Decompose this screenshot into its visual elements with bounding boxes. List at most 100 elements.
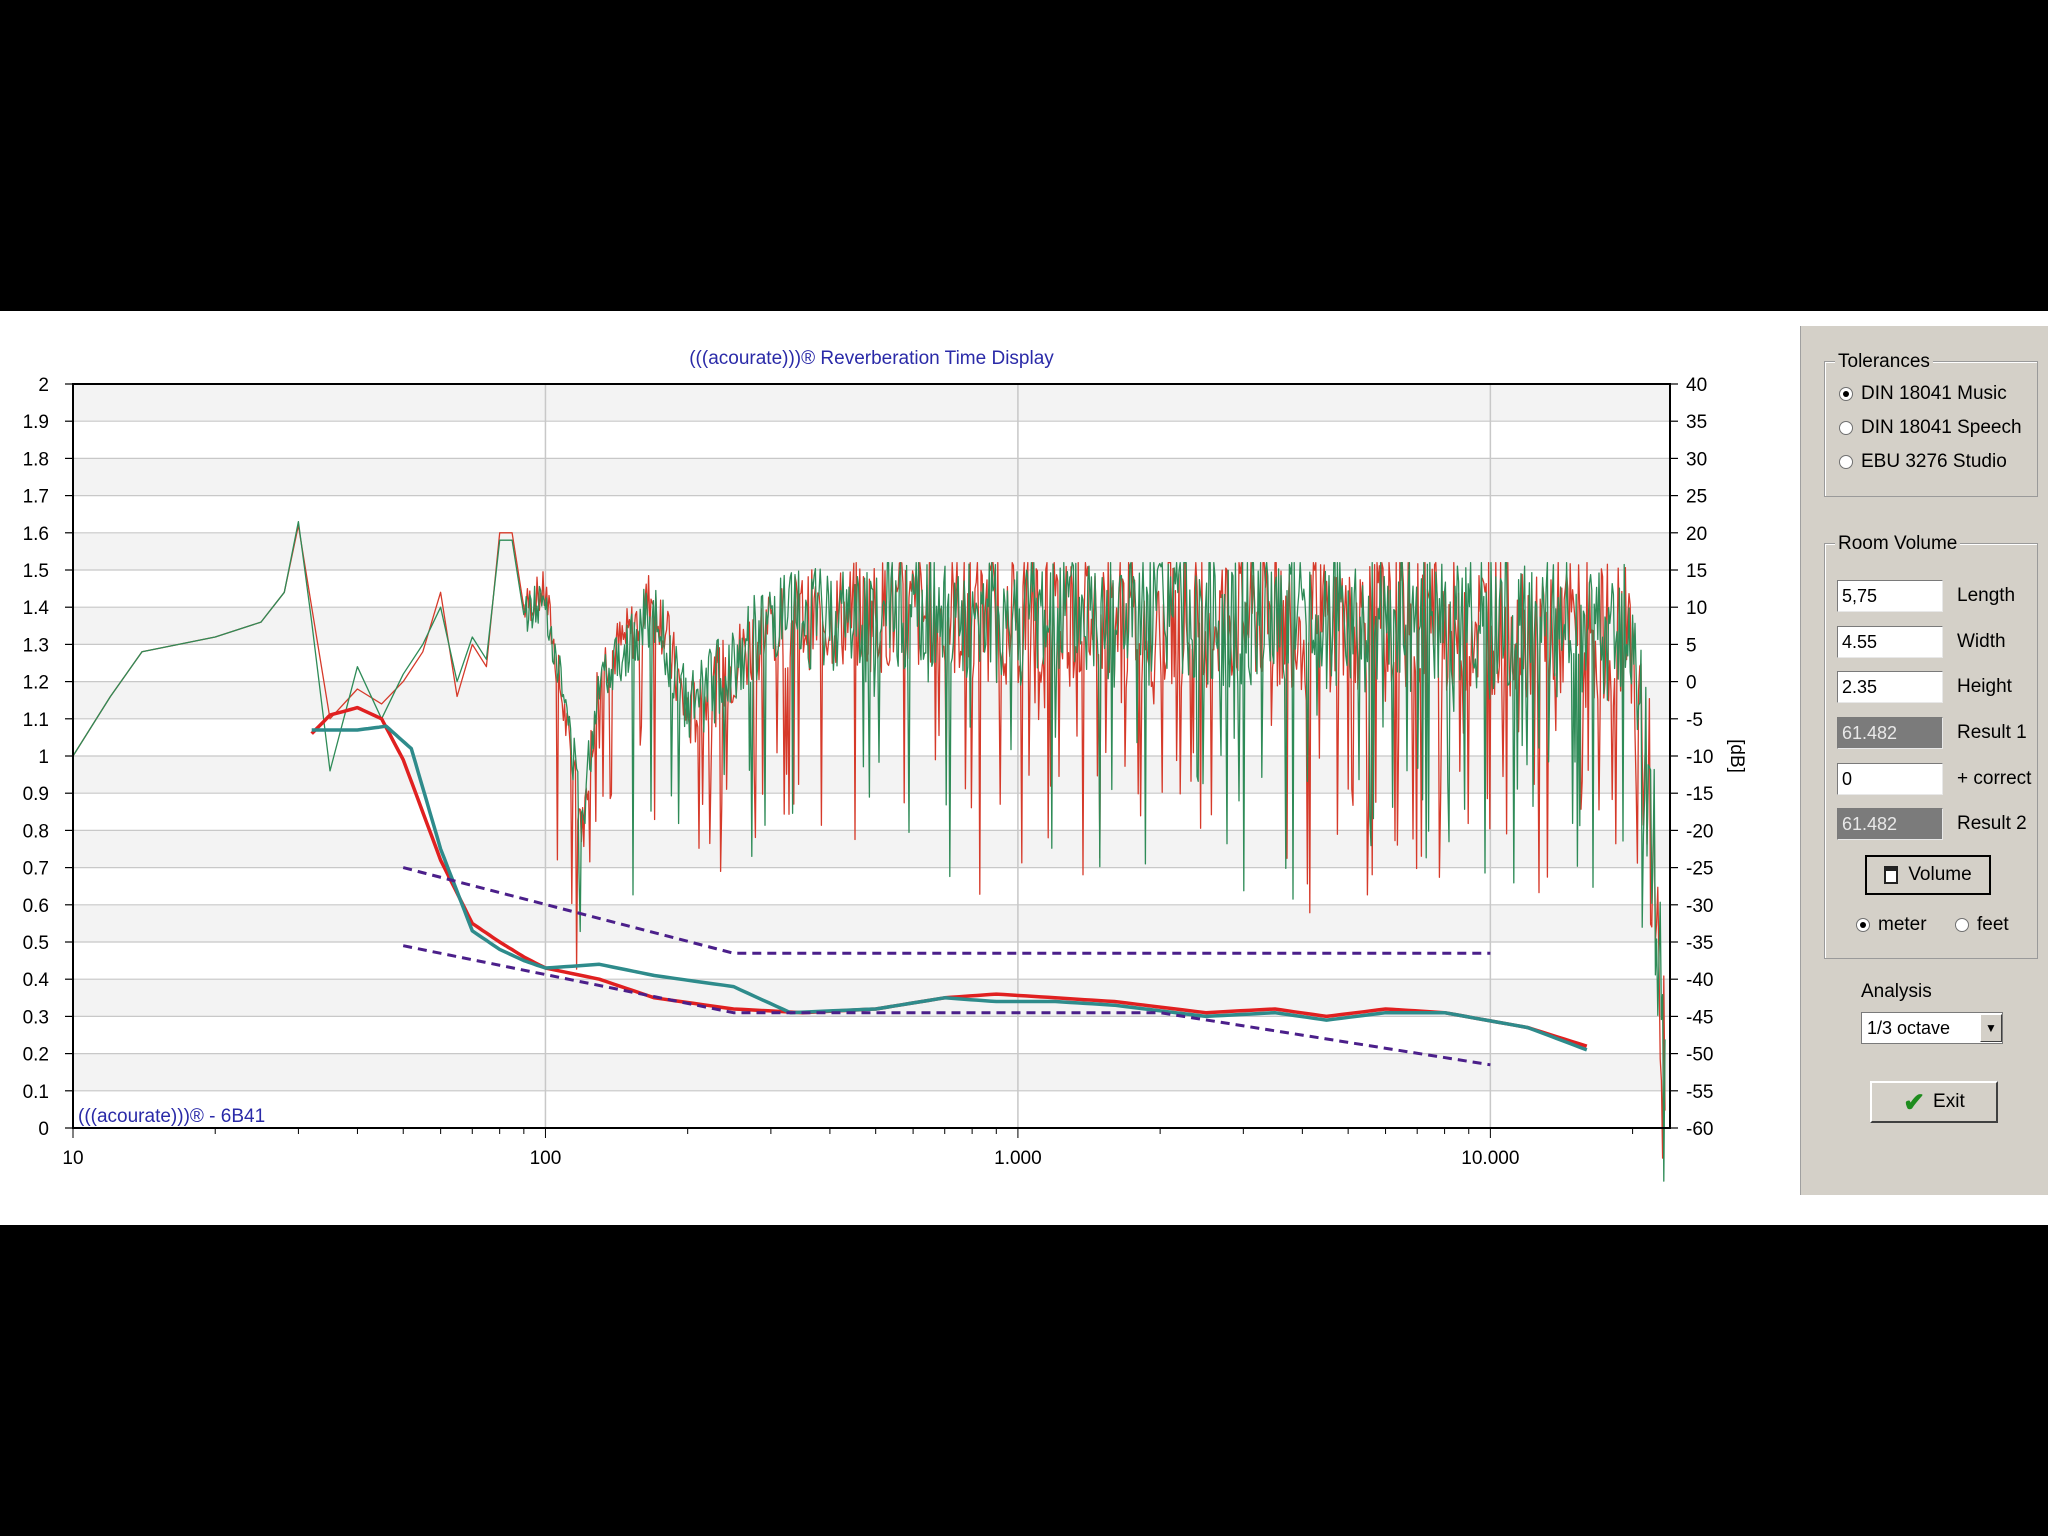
checkmark-icon: ✔ (1903, 1086, 1926, 1117)
series-line-2 (402, 866, 1491, 955)
analysis-select[interactable]: 1/3 octave ▼ (1861, 1012, 2003, 1044)
y-right-tick-label: -15 (1686, 784, 1713, 805)
y-left-tick-label: 0.2 (23, 1045, 49, 1066)
analysis-label: Analysis (1861, 981, 1932, 1002)
radio-icon[interactable] (1955, 918, 1969, 932)
tolerance-label: DIN 18041 Speech (1861, 417, 2022, 438)
analysis-value: 1/3 octave (1867, 1017, 1951, 1038)
y-right-tick-label: -25 (1686, 859, 1713, 880)
grid-band (73, 384, 1670, 422)
room-volume-title: Room Volume (1835, 533, 1961, 555)
width-input[interactable] (1837, 626, 1943, 658)
radio-icon[interactable] (1839, 421, 1853, 435)
grid-band (73, 1016, 1670, 1054)
y-left-tick-label: 0.6 (23, 896, 49, 917)
grid-band (73, 830, 1670, 868)
result1-field (1837, 717, 1943, 749)
y-right-tick-label: 10 (1686, 598, 1707, 619)
grid-band (73, 904, 1670, 942)
tolerance-din-speech[interactable]: DIN 18041 Speech (1839, 417, 2022, 439)
tolerances-group: Tolerances DIN 18041 Music DIN 18041 Spe… (1824, 351, 2038, 497)
series-line-5 (72, 520, 1666, 1182)
volume-button-label: Volume (1908, 864, 1972, 885)
y-left-tick-label: 1.6 (23, 524, 49, 545)
radio-icon[interactable] (1839, 455, 1853, 469)
y-right-tick-label: -10 (1686, 747, 1713, 768)
y-left-tick-label: 1.5 (23, 561, 49, 582)
grid-band (73, 756, 1670, 794)
y-left-tick-label: 1.2 (23, 673, 49, 694)
tolerance-label: DIN 18041 Music (1861, 383, 2007, 404)
control-panel: Tolerances DIN 18041 Music DIN 18041 Spe… (1800, 326, 2048, 1195)
y-right-tick-label: -20 (1686, 821, 1713, 842)
grid-band (73, 681, 1670, 719)
series-line-3 (402, 944, 1491, 1067)
series-line-0 (310, 705, 1588, 1048)
tolerance-din-music[interactable]: DIN 18041 Music (1839, 383, 2007, 405)
grid-band (73, 1053, 1670, 1091)
y-right-tick-label: 35 (1686, 412, 1707, 433)
exit-button-label: Exit (1933, 1091, 1965, 1112)
series-line-4 (72, 524, 1666, 1159)
radio-icon[interactable] (1839, 387, 1853, 401)
grid-band (73, 458, 1670, 496)
y-left-tick-label: 1 (38, 747, 49, 768)
y-left-tick-label: 0.4 (23, 970, 50, 991)
result2-field (1837, 808, 1943, 840)
unit-label: feet (1977, 914, 2009, 935)
tolerance-ebu-studio[interactable]: EBU 3276 Studio (1839, 451, 2007, 473)
exit-button[interactable]: ✔ Exit (1870, 1081, 1998, 1123)
y-left-tick-label: 0 (38, 1119, 49, 1140)
length-input[interactable] (1837, 580, 1943, 612)
result2-label: Result 2 (1957, 813, 2027, 834)
chevron-down-icon[interactable]: ▼ (1980, 1014, 2002, 1042)
y-right-tick-label: -5 (1686, 710, 1703, 731)
y-left-tick-label: 1.3 (23, 635, 49, 656)
x-tick-label: 100 (530, 1148, 562, 1169)
unit-feet[interactable]: feet (1955, 914, 2009, 936)
length-label: Length (1957, 585, 2016, 606)
unit-label: meter (1878, 914, 1927, 935)
y-left-tick-label: 2 (38, 375, 49, 396)
correct-input[interactable] (1837, 763, 1943, 795)
unit-meter[interactable]: meter (1856, 914, 1927, 936)
x-tick-label: 1.000 (994, 1148, 1042, 1169)
x-tick-label: 10.000 (1461, 1148, 1519, 1169)
y-right-tick-label: 5 (1686, 635, 1697, 656)
y-right-tick-label: 15 (1686, 561, 1707, 582)
y-left-tick-label: 1.1 (23, 710, 49, 731)
y-right-axis-label: [dB] (1726, 739, 1747, 773)
y-right-tick-label: -50 (1686, 1045, 1713, 1066)
grid-band (73, 532, 1670, 570)
y-left-tick-label: 1.9 (23, 412, 49, 433)
y-left-tick-label: 0.7 (23, 859, 49, 880)
height-input[interactable] (1837, 671, 1943, 703)
grid-band (73, 867, 1670, 905)
grid-band (73, 1090, 1670, 1128)
y-left-tick-label: 1.8 (23, 449, 49, 470)
chart-watermark: (((acourate)))® - 6B41 (78, 1106, 265, 1127)
y-right-tick-label: 30 (1686, 449, 1707, 470)
chart-title: (((acourate)))® Reverberation Time Displ… (689, 348, 1054, 369)
y-right-tick-label: -40 (1686, 970, 1713, 991)
y-right-tick-label: 25 (1686, 487, 1707, 508)
height-label: Height (1957, 676, 2012, 697)
calculator-icon (1884, 866, 1899, 884)
grid-band (73, 942, 1670, 980)
correct-label: + correct (1957, 768, 2032, 789)
y-right-tick-label: -55 (1686, 1082, 1713, 1103)
reverberation-chart: 0 0.1 0.2 0.3 0.4 0.5 0.6 0.7 0.8 0.9 1 1.1 1.2 1.3 1.… (23, 348, 1747, 1182)
y-right-tick-label: -30 (1686, 896, 1713, 917)
y-left-tick-label: 0.1 (23, 1082, 49, 1103)
y-right-tick-label: -45 (1686, 1007, 1713, 1028)
volume-button[interactable]: Volume (1865, 855, 1991, 895)
y-left-tick-label: 0.8 (23, 821, 49, 842)
grid-band (73, 495, 1670, 533)
y-left-tick-label: 0.9 (23, 784, 49, 805)
grid-band (73, 421, 1670, 459)
grid-band (73, 718, 1670, 756)
y-left-tick-label: 0.5 (23, 933, 49, 954)
y-left-tick-label: 1.7 (23, 487, 49, 508)
x-tick-label: 10 (62, 1148, 83, 1169)
radio-icon[interactable] (1856, 918, 1870, 932)
